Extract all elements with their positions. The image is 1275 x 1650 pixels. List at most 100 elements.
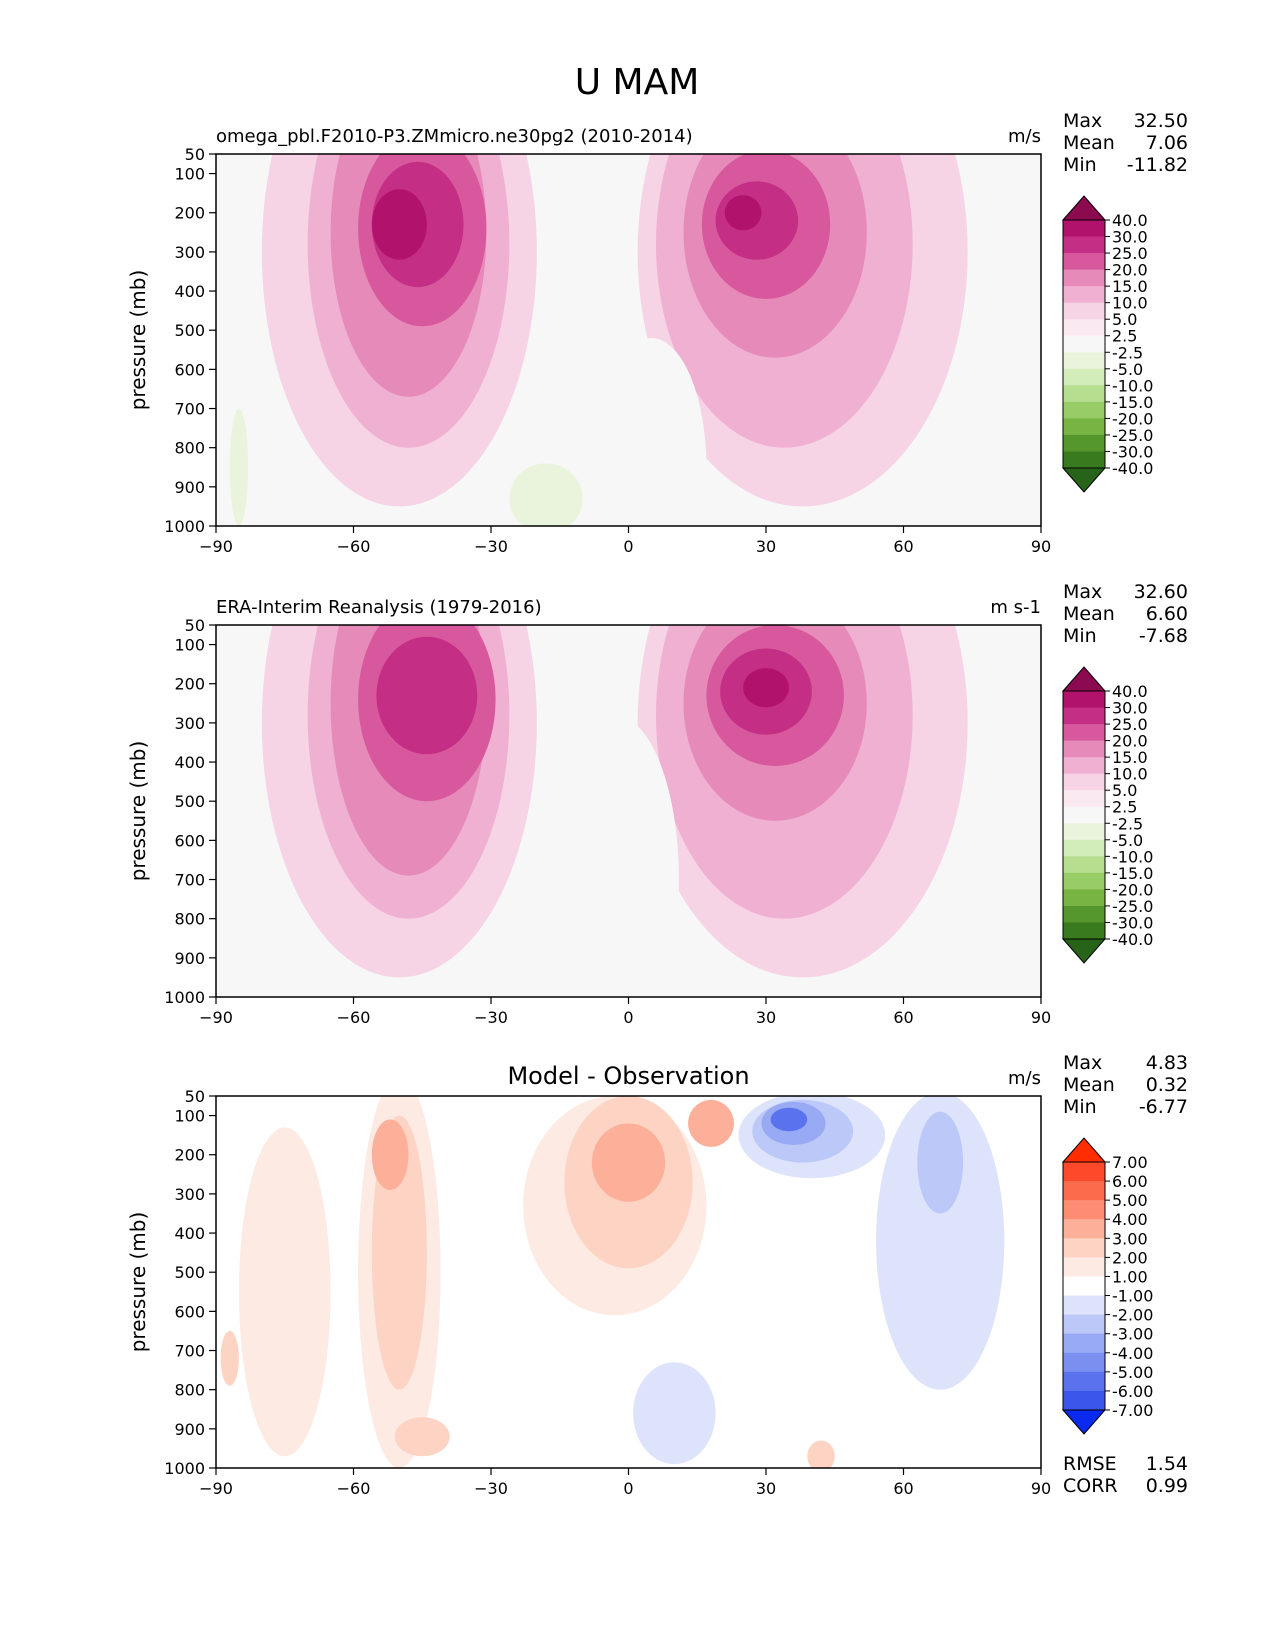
stat-value: 32.60 [1134, 581, 1188, 603]
y-tick-label: 50 [185, 1087, 205, 1106]
x-tick-label: −90 [199, 537, 233, 556]
y-tick-label: 600 [174, 360, 205, 379]
colorbar-tick-label: -5.0 [1112, 360, 1143, 379]
y-axis-label: pressure (mb) [126, 1212, 150, 1353]
colorbar-swatch [1063, 220, 1105, 238]
units-label: m/s [1008, 1068, 1041, 1089]
colorbar-swatch [1063, 740, 1105, 758]
colorbar-swatch [1063, 1371, 1105, 1392]
colorbar-tick-label: 40.0 [1112, 211, 1148, 230]
colorbar-swatch [1063, 302, 1105, 320]
stat-label: Min [1063, 1096, 1097, 1118]
y-tick-label: 200 [174, 675, 205, 694]
colorbar-swatch [1063, 922, 1105, 940]
colorbar-tick-label: -15.0 [1112, 393, 1153, 412]
colorbar-frame [1062, 1161, 1106, 1411]
contour-region [876, 1096, 1005, 1390]
stat-label: Mean [1063, 1074, 1115, 1096]
colorbar-tick-label: 2.5 [1112, 327, 1137, 346]
colorbar-tick-label: 1.00 [1112, 1267, 1148, 1286]
colorbar-frame [1062, 219, 1106, 469]
contour-region [743, 668, 789, 708]
contour-region [238, 1127, 331, 1457]
x-tick-label: 60 [893, 1008, 913, 1027]
y-tick-label: 100 [174, 1107, 205, 1126]
colorbar-swatch [1063, 1314, 1105, 1335]
y-tick-label: 100 [174, 165, 205, 184]
stat-label: Max [1063, 110, 1102, 132]
colorbar-tick-label: -5.00 [1112, 1363, 1153, 1382]
contour-region [229, 408, 249, 526]
colorbar-swatch [1063, 253, 1105, 271]
y-tick-label: 600 [174, 831, 205, 850]
footer-stat-value: 1.54 [1146, 1453, 1188, 1475]
footer-stat-label: RMSE [1063, 1453, 1117, 1475]
x-tick-label: −30 [474, 537, 508, 556]
colorbar-tick-label: 2.00 [1112, 1248, 1148, 1267]
y-tick-label: 100 [174, 636, 205, 655]
x-tick-label: 60 [893, 537, 913, 556]
colorbar-tick-label: 7.00 [1112, 1153, 1148, 1172]
colorbar-swatch [1063, 1390, 1105, 1411]
contour-field [216, 625, 1041, 997]
colorbar-swatch [1063, 790, 1105, 808]
colorbar-swatch [1063, 839, 1105, 857]
colorbar-swatch [1063, 823, 1105, 841]
colorbar-tick-label: -6.00 [1112, 1382, 1153, 1401]
colorbar-tick-label: -2.5 [1112, 343, 1143, 362]
colorbar-tick-label: -25.0 [1112, 897, 1153, 916]
contour-region [807, 1440, 835, 1468]
colorbar-swatch [1063, 1238, 1105, 1258]
colorbar-tick-label: 25.0 [1112, 244, 1148, 263]
stat-value: -6.77 [1139, 1096, 1188, 1118]
stat-value: -11.82 [1127, 154, 1188, 176]
colorbar-swatch [1063, 352, 1105, 370]
contour-region [917, 1111, 964, 1214]
colorbar-tick-label: 30.0 [1112, 699, 1148, 718]
contour-region [596, 338, 707, 526]
y-tick-label: 500 [174, 1263, 205, 1282]
contour-region [371, 189, 427, 260]
units-label: m s-1 [990, 597, 1041, 618]
x-tick-label: −60 [337, 537, 371, 556]
x-tick-label: 0 [623, 537, 633, 556]
x-tick-label: 90 [1031, 537, 1051, 556]
contour-region [220, 1330, 239, 1386]
colorbar-tick-label: -30.0 [1112, 442, 1153, 461]
y-tick-label: 1000 [164, 988, 205, 1007]
colorbar-swatch [1063, 905, 1105, 923]
stat-label: Min [1063, 625, 1097, 647]
colorbar-tick-label: 2.5 [1112, 798, 1137, 817]
colorbar-swatch [1063, 691, 1105, 709]
y-axis-label: pressure (mb) [126, 741, 150, 882]
x-tick-label: −90 [199, 1008, 233, 1027]
contour-field [216, 1096, 1041, 1468]
colorbar-swatch [1063, 418, 1105, 436]
y-tick-label: 300 [174, 1185, 205, 1204]
colorbar-swatch [1063, 724, 1105, 742]
x-tick-label: −60 [337, 1008, 371, 1027]
contour-region [724, 195, 762, 231]
colorbar-tick-label: 10.0 [1112, 765, 1148, 784]
colorbar-tick-label: 6.00 [1112, 1172, 1148, 1191]
y-tick-label: 700 [174, 871, 205, 890]
x-tick-label: −90 [199, 1479, 233, 1498]
colorbar-tick-label: -15.0 [1112, 864, 1153, 883]
panel-title: Model - Observation [507, 1062, 749, 1090]
colorbar-tick-label: -3.00 [1112, 1325, 1153, 1344]
colorbar-swatch [1063, 1181, 1105, 1201]
y-tick-label: 400 [174, 282, 205, 301]
contour-region [550, 715, 679, 997]
y-tick-label: 50 [185, 616, 205, 635]
colorbar-swatch [1063, 773, 1105, 791]
y-tick-label: 400 [174, 1224, 205, 1243]
colorbar-swatch [1063, 385, 1105, 403]
y-tick-label: 300 [174, 714, 205, 733]
x-tick-label: −60 [337, 1479, 371, 1498]
colorbar-tick-label: -10.0 [1112, 847, 1153, 866]
x-tick-label: −30 [474, 1479, 508, 1498]
